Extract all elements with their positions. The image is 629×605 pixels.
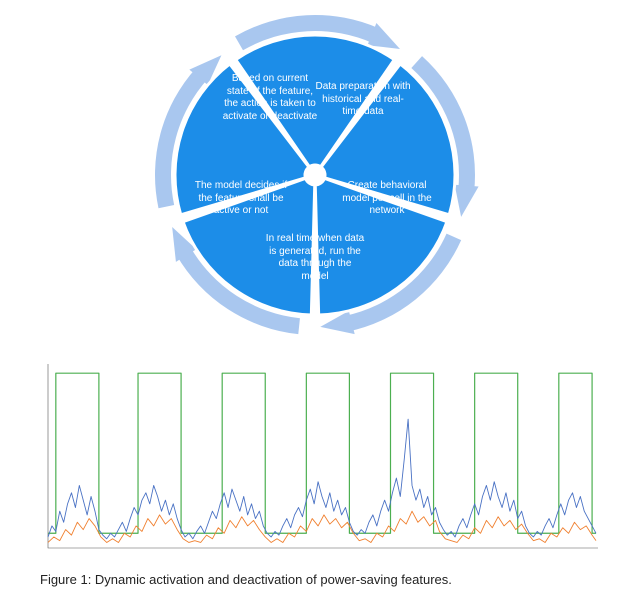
chart-svg: [40, 360, 600, 560]
cycle-diagram: Based on current state of the feature, t…: [145, 5, 485, 345]
figure-caption: Figure 1: Dynamic activation and deactiv…: [40, 572, 452, 587]
timeseries-chart: [40, 360, 600, 560]
cycle-svg: [145, 5, 485, 345]
